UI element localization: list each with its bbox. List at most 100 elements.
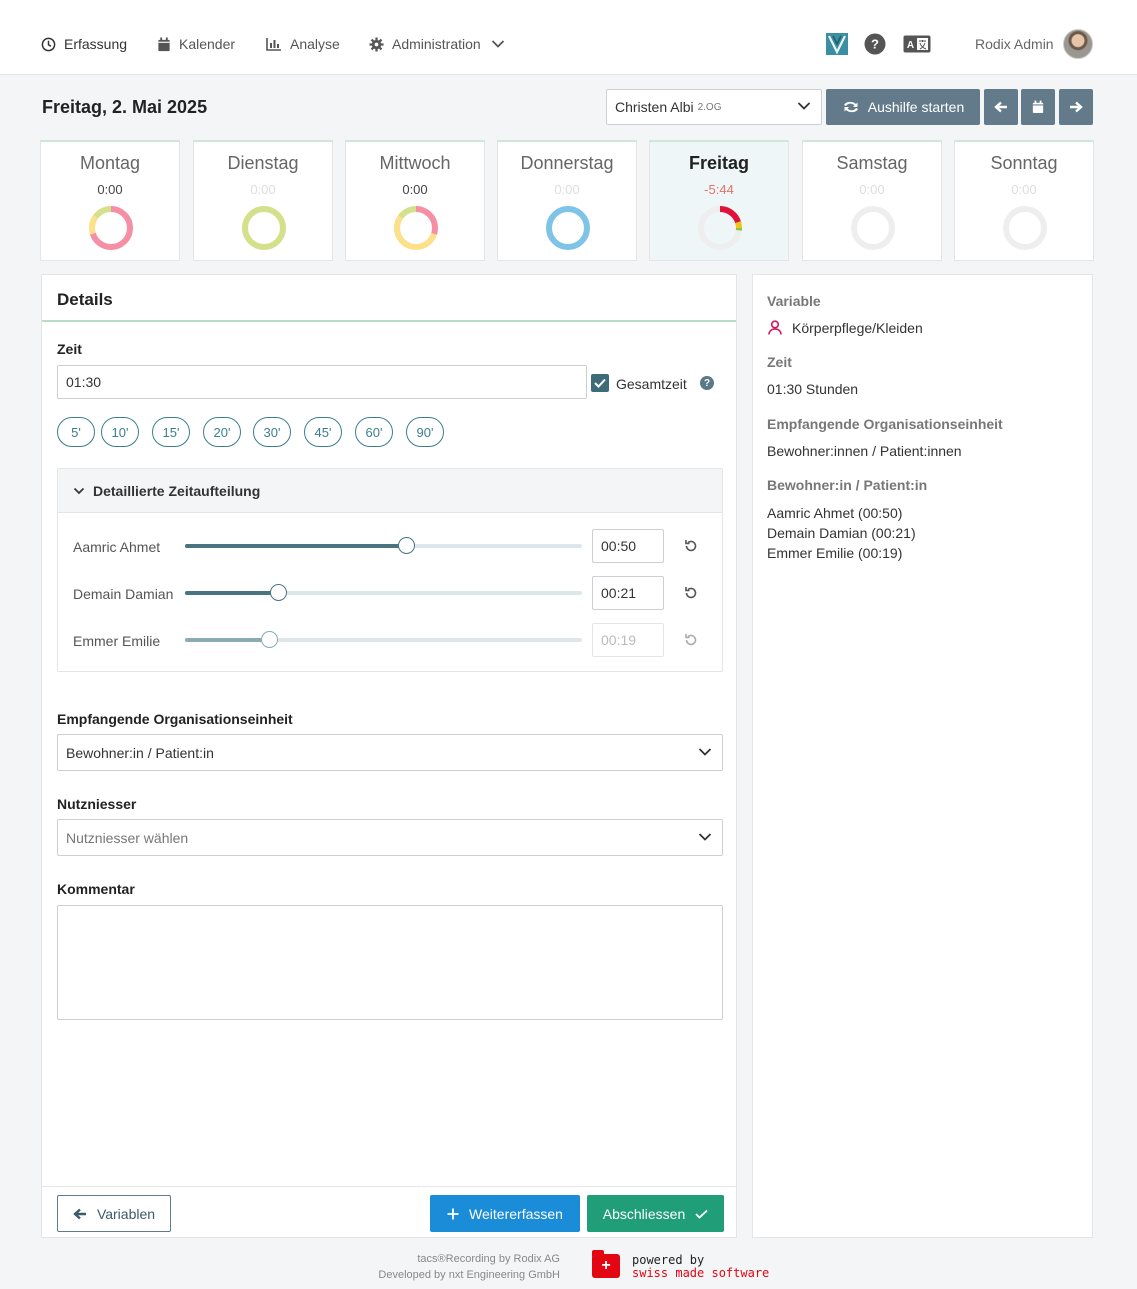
breakdown-input[interactable]: 00:21 — [592, 576, 664, 610]
reset-icon[interactable] — [683, 585, 699, 601]
app-logo-icon[interactable] — [826, 33, 848, 55]
day-donut — [1003, 206, 1047, 250]
donut-segment — [242, 206, 286, 250]
preset-30-button[interactable]: 30' — [253, 417, 291, 447]
chevron-down-icon — [698, 748, 712, 756]
summary-patient: Aamric Ahmet (00:50) — [767, 505, 903, 521]
donut-track — [851, 206, 895, 250]
details-panel: Details Zeit 01:30 Gesamtzeit ? 5' 10' 1… — [41, 274, 737, 1238]
day-donut — [242, 206, 286, 250]
help-icon[interactable]: ? — [864, 33, 886, 55]
summary-org-value: Bewohner:innen / Patient:innen — [767, 443, 962, 459]
next-day-button[interactable] — [1059, 89, 1093, 125]
nav-analyse[interactable]: Analyse — [266, 34, 340, 54]
preset-90-button[interactable]: 90' — [406, 417, 444, 447]
breakdown-input[interactable]: 00:50 — [592, 529, 664, 563]
summary-org-label: Empfangende Organisationseinheit — [767, 416, 1003, 432]
day-donut — [698, 206, 742, 250]
summary-zeit-value: 01:30 Stunden — [767, 381, 859, 397]
day-card-samstag[interactable]: Samstag 0:00 — [802, 140, 942, 261]
powered-by-text: powered by — [632, 1253, 705, 1267]
slider-thumb[interactable] — [269, 584, 287, 601]
user-name[interactable]: Rodix Admin — [975, 36, 1054, 52]
person-location: 2.OG — [697, 101, 722, 113]
day-donut — [546, 206, 590, 250]
abschliessen-button[interactable]: Abschliessen — [587, 1195, 724, 1232]
credits-line: Developed by nxt Engineering GmbH — [378, 1269, 560, 1281]
day-donut — [851, 206, 895, 250]
day-card-freitag[interactable]: Freitag -5:44 — [649, 140, 789, 261]
top-nav: Erfassung Kalender Analyse Administratio… — [0, 0, 1137, 75]
day-name: Mittwoch — [379, 153, 451, 173]
donut-segment — [698, 206, 742, 250]
previous-day-button[interactable] — [984, 89, 1018, 125]
help-icon[interactable]: ? — [700, 376, 714, 390]
summary-zeit-label: Zeit — [767, 354, 792, 370]
slider-fill — [185, 591, 278, 595]
org-label: Empfangende Organisationseinheit — [57, 711, 293, 727]
zeitaufteilung-panel: Detaillierte Zeitaufteilung Aamric Ahmet… — [57, 468, 723, 672]
preset-45-button[interactable]: 45' — [304, 417, 342, 447]
day-card-dienstag[interactable]: Dienstag 0:00 — [193, 140, 333, 261]
nutzniesser-placeholder: Nutzniesser wählen — [66, 829, 189, 846]
breakdown-name: Demain Damian — [73, 586, 174, 602]
breakdown-slider[interactable] — [185, 537, 582, 554]
reset-icon[interactable] — [683, 538, 699, 554]
nav-kalender[interactable]: Kalender — [157, 34, 235, 54]
arrow-right-icon — [1070, 101, 1083, 113]
day-card-mittwoch[interactable]: Mittwoch 0:00 — [345, 140, 485, 261]
summary-variable-label: Variable — [767, 293, 821, 309]
nav-label: Analyse — [290, 36, 340, 52]
day-value: 0:00 — [554, 182, 580, 197]
weitererfassen-button[interactable]: Weitererfassen — [430, 1195, 580, 1232]
nav-erfassung[interactable]: Erfassung — [41, 34, 127, 54]
slider-thumb — [260, 631, 278, 648]
preset-15-button[interactable]: 15' — [152, 417, 190, 447]
day-value: 0:00 — [1011, 182, 1037, 197]
person-icon — [768, 320, 782, 335]
chevron-down-icon — [797, 102, 811, 110]
weitererfassen-label: Weitererfassen — [469, 1205, 563, 1222]
slider-thumb[interactable] — [397, 537, 415, 554]
divider — [42, 320, 736, 322]
arrow-left-icon — [994, 101, 1007, 113]
calendar-button[interactable] — [1021, 89, 1055, 125]
nav-administration[interactable]: Administration — [369, 34, 505, 54]
svg-text:?: ? — [871, 37, 879, 52]
day-value: 0:00 — [859, 182, 885, 197]
donut-segment — [698, 206, 742, 250]
person-select[interactable]: Christen Albi 2.OG — [606, 89, 822, 125]
variablen-button[interactable]: Variablen — [57, 1195, 171, 1232]
check-icon — [695, 1209, 708, 1219]
zeitaufteilung-toggle[interactable]: Detaillierte Zeitaufteilung — [58, 469, 722, 513]
swiss-made-text: swiss made software — [632, 1266, 770, 1280]
preset-60-button[interactable]: 60' — [355, 417, 393, 447]
day-card-montag[interactable]: Montag 0:00 — [40, 140, 180, 261]
day-name: Samstag — [836, 153, 908, 173]
swiss-made-logo[interactable]: + — [592, 1250, 620, 1278]
chevron-down-icon — [491, 40, 504, 48]
plus-icon — [447, 1208, 459, 1219]
gesamtzeit-checkbox[interactable] — [591, 374, 609, 392]
zeit-input[interactable]: 01:30 — [57, 365, 587, 399]
kommentar-textarea[interactable] — [57, 905, 723, 1020]
avatar[interactable] — [1063, 29, 1093, 59]
preset-5-button[interactable]: 5' — [57, 417, 95, 447]
preset-10-button[interactable]: 10' — [101, 417, 139, 447]
day-card-sonntag[interactable]: Sonntag 0:00 — [954, 140, 1094, 261]
divider — [42, 1186, 736, 1187]
kommentar-label: Kommentar — [57, 881, 135, 897]
slider-fill — [185, 638, 269, 642]
aushilfe-button[interactable]: Aushilfe starten — [826, 89, 980, 125]
day-card-donnerstag[interactable]: Donnerstag 0:00 — [497, 140, 637, 261]
nutzniesser-select[interactable]: Nutzniesser wählen — [57, 819, 723, 856]
breakdown-input: 00:19 — [592, 623, 664, 657]
breakdown-slider[interactable] — [185, 584, 582, 601]
preset-20-button[interactable]: 20' — [203, 417, 241, 447]
reset-icon — [685, 634, 697, 646]
language-icon[interactable]: A — [903, 33, 931, 55]
org-select[interactable]: Bewohner:in / Patient:in — [57, 734, 723, 771]
arrow-left-icon — [73, 1208, 86, 1219]
svg-text:A: A — [907, 40, 914, 51]
summary-patient: Demain Damian (00:21) — [767, 525, 916, 541]
